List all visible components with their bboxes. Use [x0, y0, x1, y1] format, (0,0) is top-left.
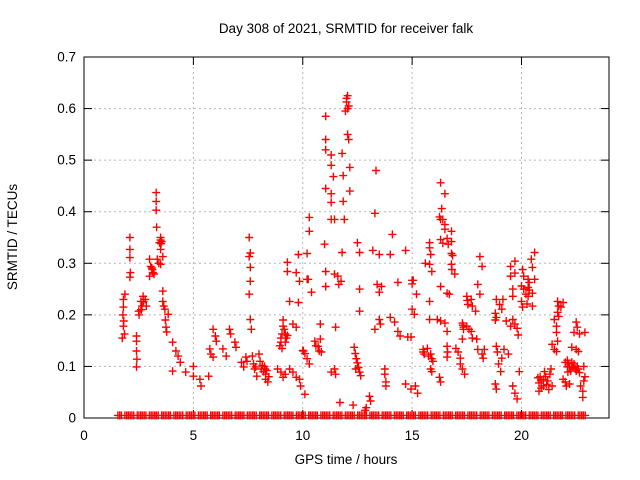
y-tick-label: 0.2	[57, 307, 76, 322]
y-axis-label: SRMTID / TECUs	[5, 184, 20, 291]
x-tick-label: 0	[80, 428, 88, 443]
y-tick-label: 0.1	[57, 359, 76, 374]
zero-band-points	[113, 411, 590, 420]
y-tick-label: 0	[68, 411, 76, 426]
y-tick-label: 0.4	[57, 204, 76, 219]
tick-labels: 0 5 10 15 20 0 0.1 0.2 0.3 0.4 0.5 0.6 0.7	[57, 50, 529, 444]
x-tick-label: 20	[514, 428, 529, 443]
y-tick-label: 0.7	[57, 50, 76, 65]
x-tick-label: 5	[190, 428, 198, 443]
y-tick-label: 0.6	[57, 101, 76, 116]
chart-title: Day 308 of 2021, SRMTID for receiver fal…	[219, 21, 474, 36]
grid-lines	[84, 57, 609, 418]
y-tick-label: 0.3	[57, 256, 76, 271]
x-tick-label: 10	[295, 428, 310, 443]
x-tick-label: 15	[405, 428, 420, 443]
y-tick-label: 0.5	[57, 153, 76, 168]
x-axis-label: GPS time / hours	[295, 452, 398, 467]
data-points	[118, 91, 589, 415]
